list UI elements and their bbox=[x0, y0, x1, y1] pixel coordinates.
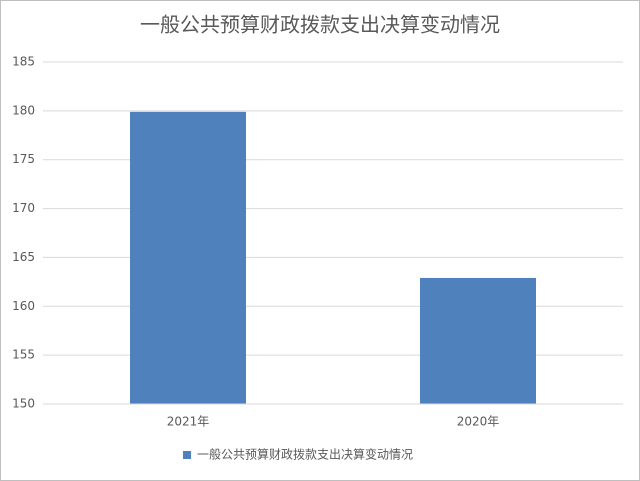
chart-title: 一般公共预算财政拨款支出决算变动情况 bbox=[140, 13, 500, 37]
y-tick-label: 165 bbox=[12, 250, 35, 264]
legend-swatch bbox=[183, 451, 191, 459]
y-tick-label: 170 bbox=[12, 201, 35, 215]
x-tick-label: 2020年 bbox=[457, 415, 500, 429]
y-tick-label: 160 bbox=[12, 299, 35, 313]
y-tick-label: 180 bbox=[12, 103, 35, 117]
y-tick-label: 150 bbox=[12, 397, 35, 411]
y-tick-label: 175 bbox=[12, 152, 35, 166]
y-tick-label: 155 bbox=[12, 348, 35, 362]
bar bbox=[130, 111, 246, 404]
bar bbox=[420, 277, 536, 404]
legend-label: 一般公共预算财政拨款支出决算变动情况 bbox=[197, 447, 413, 462]
y-tick-label: 185 bbox=[12, 55, 35, 69]
x-tick-label: 2021年 bbox=[167, 415, 210, 429]
